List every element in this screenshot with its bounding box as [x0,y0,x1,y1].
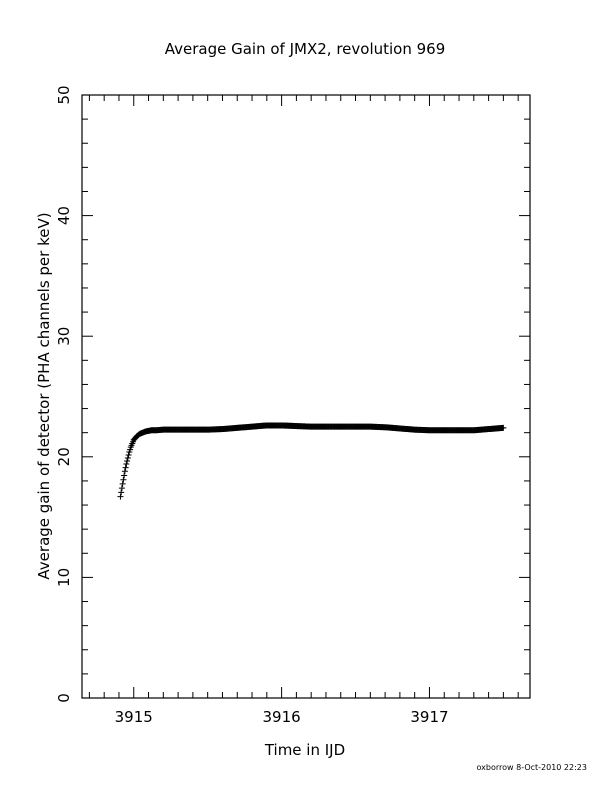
data-point [122,464,129,471]
y-tick-label: 20 [55,447,73,466]
data-point [120,476,127,483]
data-point [124,458,131,465]
axis-ticks [82,94,530,699]
data-point [124,455,131,462]
data-point [117,493,124,500]
data-point [118,485,125,492]
data-point [118,489,125,496]
data-points [117,422,507,500]
x-tick-label: 3917 [410,708,448,726]
y-tick-label: 0 [55,693,73,703]
data-point [119,480,126,487]
plot-border [81,94,531,699]
x-axis-label: Time in IJD [264,741,345,759]
y-axis-label: Average gain of detector (PHA channels p… [35,212,53,579]
y-tick-label: 50 [55,85,73,104]
data-point [500,424,507,431]
data-point [121,468,128,475]
x-tick-label: 3916 [263,708,301,726]
data-point [121,472,128,479]
footer-credit: oxborrow 8-Oct-2010 22:23 [477,763,587,772]
plot-frame [81,94,531,699]
chart-title: Average Gain of JMX2, revolution 969 [165,40,446,58]
x-tick-label: 3915 [115,708,153,726]
y-tick-label: 10 [55,568,73,587]
y-tick-label: 30 [55,327,73,346]
y-tick-label: 40 [55,206,73,225]
data-point [125,451,132,458]
data-point [123,461,130,468]
tick-labels: 3915 3916 3917 0 10 20 30 40 50 [55,85,449,726]
